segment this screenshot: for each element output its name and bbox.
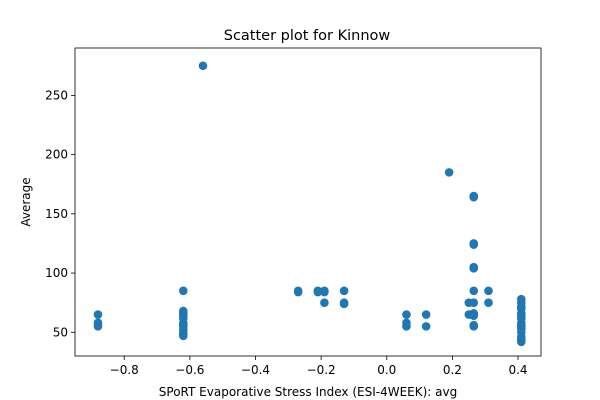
- y-tick-label: 200: [45, 148, 68, 162]
- data-point: [93, 322, 103, 331]
- data-point: [339, 286, 349, 296]
- x-tick-label: −0.8: [110, 363, 139, 377]
- data-point: [93, 310, 103, 319]
- x-tick-label: 0.2: [443, 363, 462, 377]
- data-point: [484, 298, 493, 307]
- data-point: [469, 311, 479, 321]
- data-point: [469, 298, 479, 307]
- data-point: [469, 192, 479, 202]
- y-tick-label: 250: [45, 88, 68, 102]
- data-point: [293, 287, 303, 297]
- data-point: [178, 286, 188, 296]
- y-tick-label: 50: [53, 325, 68, 339]
- data-point: [469, 264, 479, 273]
- data-point: [469, 322, 479, 331]
- data-point: [469, 286, 479, 296]
- data-point: [402, 322, 411, 331]
- data-point: [178, 331, 188, 341]
- data-point: [517, 337, 526, 347]
- data-point: [320, 287, 329, 297]
- x-axis-label: SPoRT Evaporative Stress Index (ESI-4WEE…: [159, 385, 457, 399]
- x-tick-label: 0.0: [377, 363, 396, 377]
- data-point: [421, 322, 431, 331]
- data-point: [198, 61, 208, 71]
- data-points: [93, 61, 526, 347]
- data-point: [320, 298, 329, 307]
- data-point: [339, 299, 349, 309]
- y-axis-ticks: 50 100 150 200 250: [45, 88, 75, 339]
- y-tick-label: 100: [45, 266, 68, 280]
- data-point: [313, 287, 323, 297]
- x-tick-label: −0.6: [175, 363, 204, 377]
- data-point: [444, 168, 454, 177]
- y-axis-label: Average: [19, 177, 33, 226]
- x-axis-ticks: −0.8 −0.6 −0.4 −0.2 0.0 0.2 0.4: [110, 356, 528, 377]
- x-tick-label: −0.2: [307, 363, 336, 377]
- data-point: [469, 240, 479, 249]
- chart-title: Scatter plot for Kinnow: [224, 28, 391, 44]
- data-point: [402, 310, 411, 319]
- y-tick-label: 150: [45, 207, 68, 221]
- x-tick-label: 0.4: [508, 363, 527, 377]
- x-tick-label: −0.4: [241, 363, 270, 377]
- data-point: [421, 310, 431, 319]
- plot-frame: [74, 47, 542, 357]
- data-point: [484, 286, 493, 296]
